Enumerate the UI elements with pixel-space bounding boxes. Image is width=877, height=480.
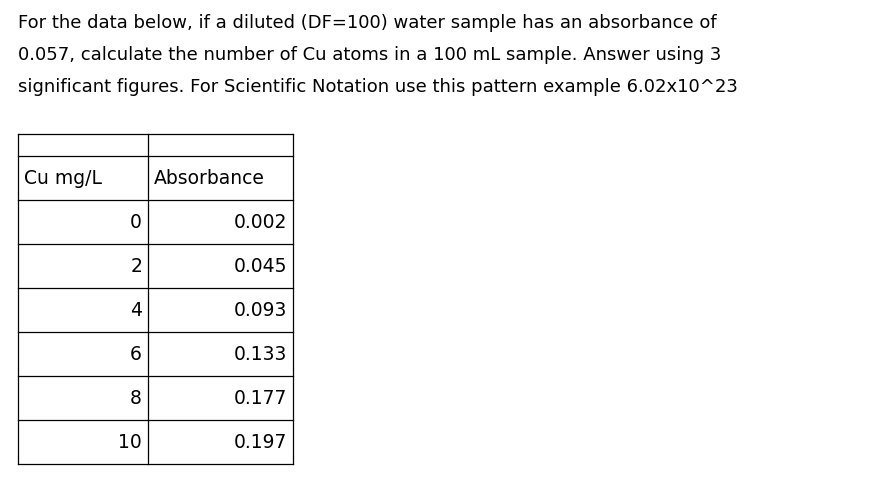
Text: 0.093: 0.093 [233,301,287,320]
Text: 0: 0 [130,213,142,232]
Text: 10: 10 [118,432,142,452]
Text: 0.133: 0.133 [233,345,287,364]
Text: 6: 6 [130,345,142,364]
Text: 2: 2 [130,257,142,276]
Text: 0.002: 0.002 [233,213,287,232]
Text: For the data below, if a diluted (DF=100) water sample has an absorbance of: For the data below, if a diluted (DF=100… [18,14,717,32]
Text: 4: 4 [130,301,142,320]
Text: 0.177: 0.177 [233,389,287,408]
Text: Cu mg/L: Cu mg/L [24,169,102,188]
Text: Absorbance: Absorbance [154,169,265,188]
Text: 8: 8 [130,389,142,408]
Text: significant figures. For Scientific Notation use this pattern example 6.02x10^23: significant figures. For Scientific Nota… [18,78,738,96]
Text: 0.057, calculate the number of Cu atoms in a 100 mL sample. Answer using 3: 0.057, calculate the number of Cu atoms … [18,46,722,64]
Text: 0.045: 0.045 [233,257,287,276]
Text: 0.197: 0.197 [233,432,287,452]
